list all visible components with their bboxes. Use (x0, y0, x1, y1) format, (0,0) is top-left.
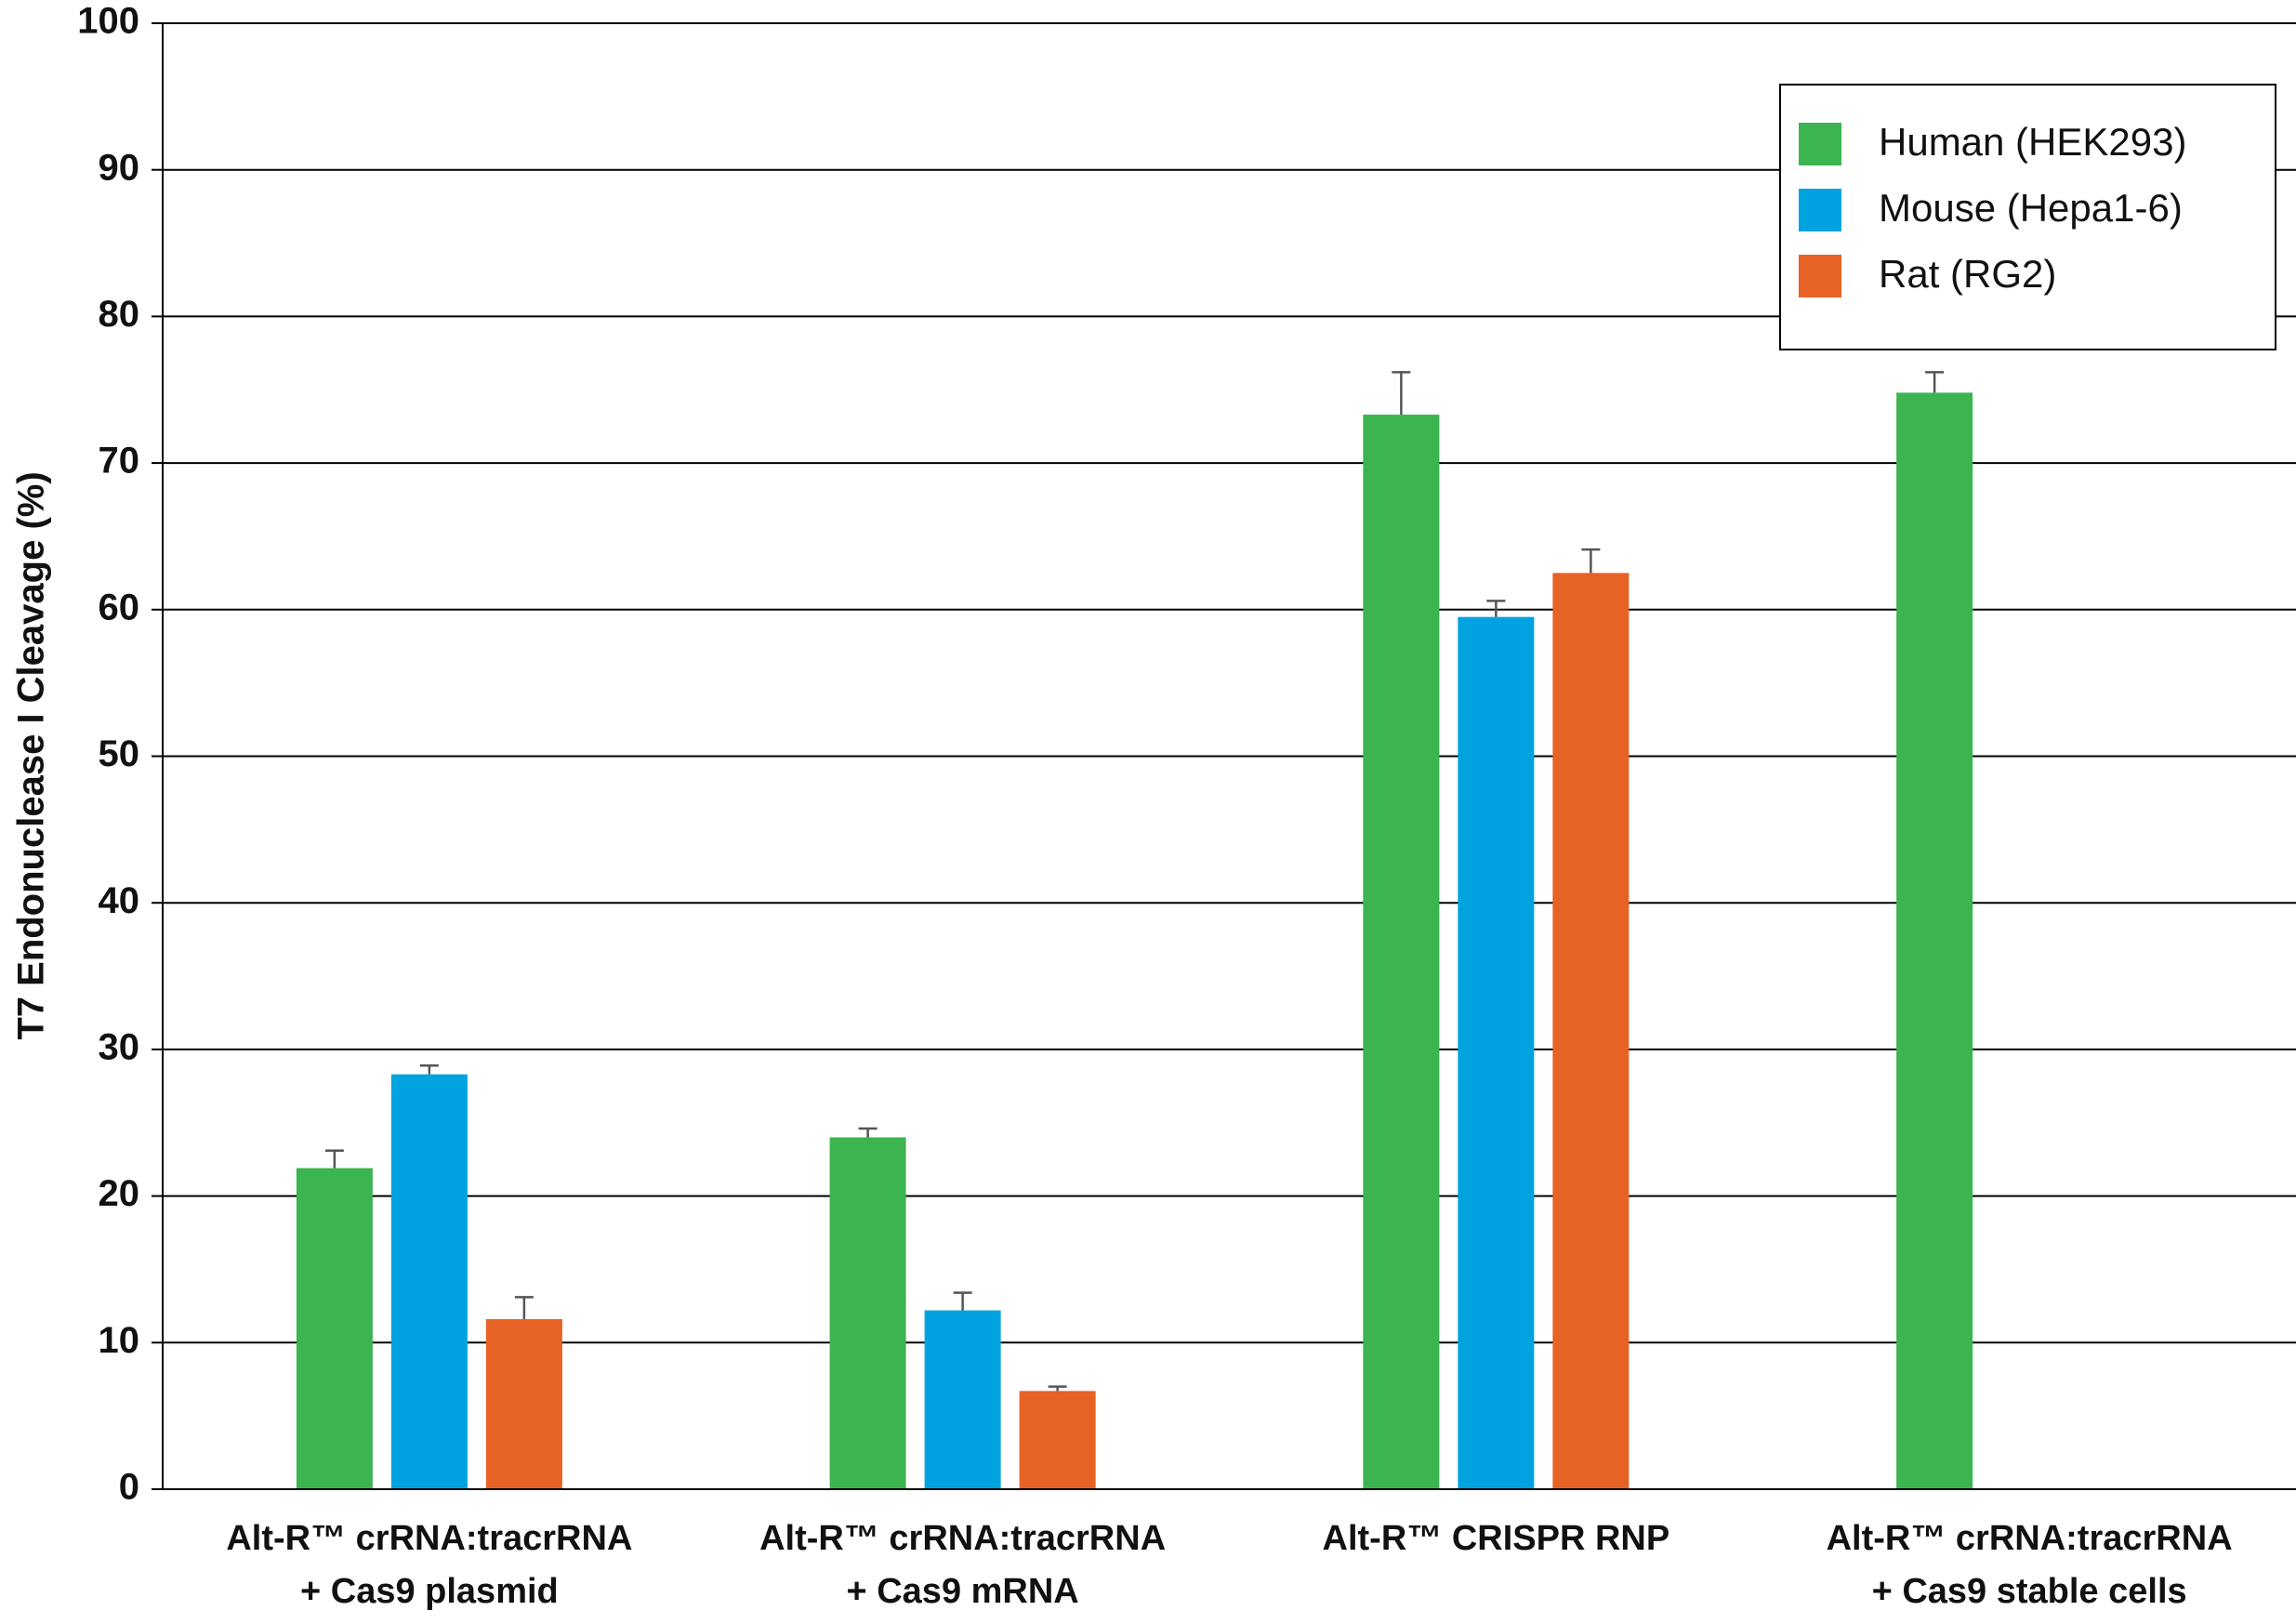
y-tick-label: 20 (99, 1173, 140, 1214)
bar (390, 1074, 468, 1489)
bar (1363, 415, 1440, 1490)
y-tick-label: 60 (99, 587, 140, 627)
error-bar (1486, 600, 1506, 617)
legend-label: Human (HEK293) (1879, 120, 2186, 164)
error-bar (1581, 548, 1601, 574)
y-tick-label: 50 (99, 733, 140, 774)
bar (485, 1319, 562, 1489)
error-bar (858, 1127, 877, 1138)
legend-label: Rat (RG2) (1879, 252, 2056, 296)
error-bar (953, 1291, 972, 1311)
error-bar (1925, 371, 1945, 393)
bar (1896, 392, 1973, 1489)
y-tick-label: 80 (99, 294, 140, 335)
x-tick-label: Alt-R™ crRNA:tracrRNA (759, 1519, 1166, 1558)
x-tick-label: + Cas9 plasmid (300, 1572, 559, 1611)
bar (1019, 1391, 1096, 1489)
y-tick-label: 0 (119, 1467, 139, 1508)
error-bar (419, 1064, 439, 1075)
y-tick-label: 10 (99, 1320, 140, 1361)
legend-swatch (1799, 255, 1841, 297)
y-tick-label: 70 (99, 441, 140, 482)
error-bar (514, 1296, 534, 1320)
legend-label: Mouse (Hepa1-6) (1879, 186, 2183, 230)
error-bar (1048, 1385, 1067, 1392)
x-tick-label: Alt-R™ CRISPR RNP (1323, 1519, 1670, 1558)
legend-swatch (1799, 123, 1841, 165)
bar (924, 1310, 1001, 1489)
error-bar (324, 1149, 344, 1168)
y-tick-label: 90 (99, 147, 140, 188)
y-axis-title: T7 Endonuclease I Cleavage (%) (11, 471, 52, 1039)
bar (296, 1168, 373, 1489)
x-tick-label: + Cas9 mRNA (846, 1572, 1078, 1611)
error-bar (1392, 371, 1411, 416)
bar (1458, 616, 1535, 1489)
legend-box (1779, 84, 2276, 350)
y-tick-label: 100 (77, 1, 139, 42)
x-tick-label: + Cas9 stable cells (1872, 1572, 2187, 1611)
bar (829, 1137, 906, 1489)
x-tick-label: Alt-R™ crRNA:tracrRNA (226, 1519, 632, 1558)
legend-swatch (1799, 189, 1841, 231)
bar (1552, 573, 1630, 1489)
x-tick-label: Alt-R™ crRNA:tracrRNA (1827, 1519, 2233, 1558)
y-tick-label: 40 (99, 880, 140, 921)
y-tick-label: 30 (99, 1026, 140, 1067)
